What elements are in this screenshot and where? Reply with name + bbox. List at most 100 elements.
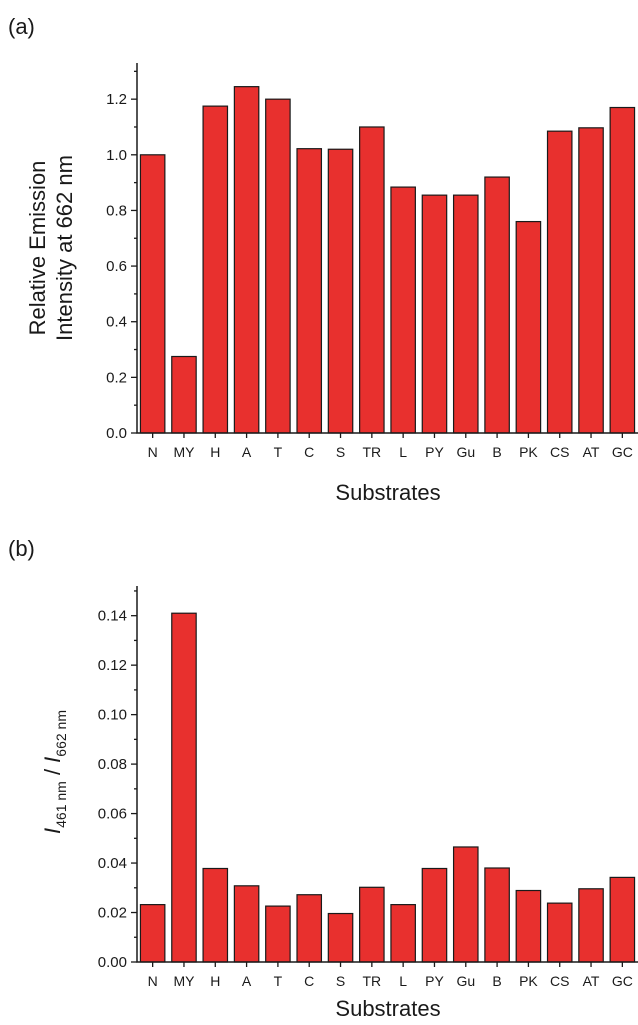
a-x-tick-label: GC	[612, 444, 633, 460]
b-x-tick-label: PK	[519, 973, 538, 989]
a-y-tick-label: 0.8	[106, 202, 127, 219]
a-x-tick-label: C	[304, 444, 314, 460]
b-bar-n	[139, 904, 166, 963]
b-x-tick-label: TR	[363, 973, 382, 989]
b-x-tick-label: MY	[173, 973, 195, 989]
b-x-tick-label: PY	[425, 973, 444, 989]
a-bar-s	[327, 148, 354, 434]
panel-b-y-label-sep: /	[40, 763, 65, 781]
a-bar-py	[421, 194, 448, 434]
a-x-tick-label: CS	[550, 444, 569, 460]
b-y-tick-label: 0.06	[98, 806, 127, 823]
b-bar-tr	[359, 886, 385, 963]
a-bar-b	[484, 176, 510, 434]
a-bar-cs	[546, 130, 573, 434]
panel-b-chart: (b) 0.00 0.02 0.04 0.06 0.08 0.10 0.12 0.14 N MY…	[8, 536, 638, 1021]
a-x-tick-label: N	[148, 444, 158, 460]
a-x-tick-label: H	[210, 444, 220, 460]
panel-a-y-label-line1: Relative Emission	[25, 161, 50, 336]
panel-b-label: (b)	[8, 536, 35, 561]
a-bar-at	[578, 127, 604, 434]
a-x-tick-label: A	[242, 444, 252, 460]
a-bar-t	[265, 98, 291, 434]
b-y-tick-label: 0.02	[98, 905, 127, 922]
a-x-tick-label: MY	[173, 444, 195, 460]
b-bar-h	[202, 867, 229, 963]
b-x-tick-label: H	[210, 973, 220, 989]
b-bar-py	[421, 867, 448, 963]
panel-b-x-label: Substrates	[335, 996, 440, 1021]
panel-b-y-label: I461 nm / I662 nm	[40, 710, 69, 834]
b-y-tick-label: 0.12	[98, 657, 127, 674]
b-bar-gc	[609, 876, 636, 963]
b-bar-at	[578, 888, 604, 963]
a-bar-pk	[515, 220, 542, 434]
a-x-tick-label: L	[399, 444, 407, 460]
b-bar-t	[265, 905, 291, 963]
a-x-tick-label: S	[336, 444, 345, 460]
a-x-tick-label: T	[274, 444, 283, 460]
panel-b-x-ticks: N MY H A T C S TR L PY Gu B PK CS AT GC	[148, 962, 633, 989]
a-bar-c	[296, 148, 323, 434]
a-x-tick-label: PK	[519, 444, 538, 460]
a-bar-tr	[359, 126, 385, 434]
b-bar-a	[233, 885, 260, 963]
b-x-tick-label: CS	[550, 973, 569, 989]
a-bar-gc	[609, 106, 636, 434]
panel-a-x-label: Substrates	[335, 480, 440, 505]
a-y-tick-label: 0.0	[106, 425, 127, 442]
a-x-tick-label: B	[492, 444, 501, 460]
b-x-tick-label: N	[148, 973, 158, 989]
a-x-tick-label: AT	[583, 444, 600, 460]
b-y-tick-label: 0.10	[98, 707, 127, 724]
b-x-tick-label: S	[336, 973, 345, 989]
panel-a-y-label-line2: Intensity at 662 nm	[52, 155, 77, 341]
panel-b-y-label-sub1: 461 nm	[53, 781, 69, 828]
panel-a-chart: (a) 0.00.20.40.60.81.01.2 N MY H A T C S TR L PY G…	[8, 14, 638, 505]
b-x-tick-label: B	[492, 973, 501, 989]
a-y-tick-label: 1.2	[106, 91, 127, 108]
a-bar-l	[390, 186, 416, 434]
b-x-tick-label: Gu	[456, 973, 475, 989]
a-x-tick-label: Gu	[456, 444, 475, 460]
panel-b-y-label-sub2: 662 nm	[53, 710, 69, 757]
b-bar-gu	[452, 846, 479, 963]
b-x-tick-label: GC	[612, 973, 633, 989]
b-y-tick-label: 0.04	[98, 855, 127, 872]
panel-b-y-label-i2: I	[40, 757, 65, 763]
b-x-tick-label: T	[274, 973, 283, 989]
a-bar-h	[202, 105, 229, 434]
panel-b-y-ticks: 0.00 0.02 0.04 0.06 0.08 0.10 0.12 0.14	[98, 590, 137, 971]
b-y-tick-label: 0.14	[98, 608, 127, 625]
b-bar-my	[171, 612, 197, 963]
panel-a-x-ticks: N MY H A T C S TR L PY Gu B PK CS AT GC	[148, 433, 633, 460]
panel-a-label: (a)	[8, 14, 35, 39]
a-y-tick-label: 0.4	[106, 314, 127, 331]
a-y-tick-label: 1.0	[106, 147, 127, 164]
a-y-tick-label: 0.6	[106, 258, 127, 275]
a-bar-my	[171, 355, 197, 434]
b-bar-s	[327, 912, 354, 963]
a-bar-a	[233, 86, 260, 434]
panel-b-bars	[139, 612, 636, 963]
a-x-tick-label: TR	[363, 444, 382, 460]
b-y-tick-label: 0.00	[98, 954, 127, 971]
b-x-tick-label: C	[304, 973, 314, 989]
a-x-tick-label: PY	[425, 444, 444, 460]
a-bar-n	[139, 154, 166, 434]
b-bar-l	[390, 904, 416, 963]
b-bar-c	[296, 894, 323, 963]
b-x-tick-label: AT	[583, 973, 600, 989]
a-bar-gu	[452, 194, 479, 434]
panel-a-y-ticks: 0.0 0.2 0.4 0.6 0.8 1.0 1.2	[106, 70, 137, 442]
b-bar-b	[484, 867, 510, 963]
b-x-tick-label: L	[399, 973, 407, 989]
a-y-tick-label: 0.2	[106, 369, 127, 386]
b-y-tick-label: 0.08	[98, 756, 127, 773]
panel-a-bars	[139, 86, 636, 434]
b-bar-pk	[515, 889, 542, 963]
panel-b-y-label-i1: I	[40, 828, 65, 834]
b-x-tick-label: A	[242, 973, 252, 989]
b-bar-cs	[546, 902, 573, 963]
